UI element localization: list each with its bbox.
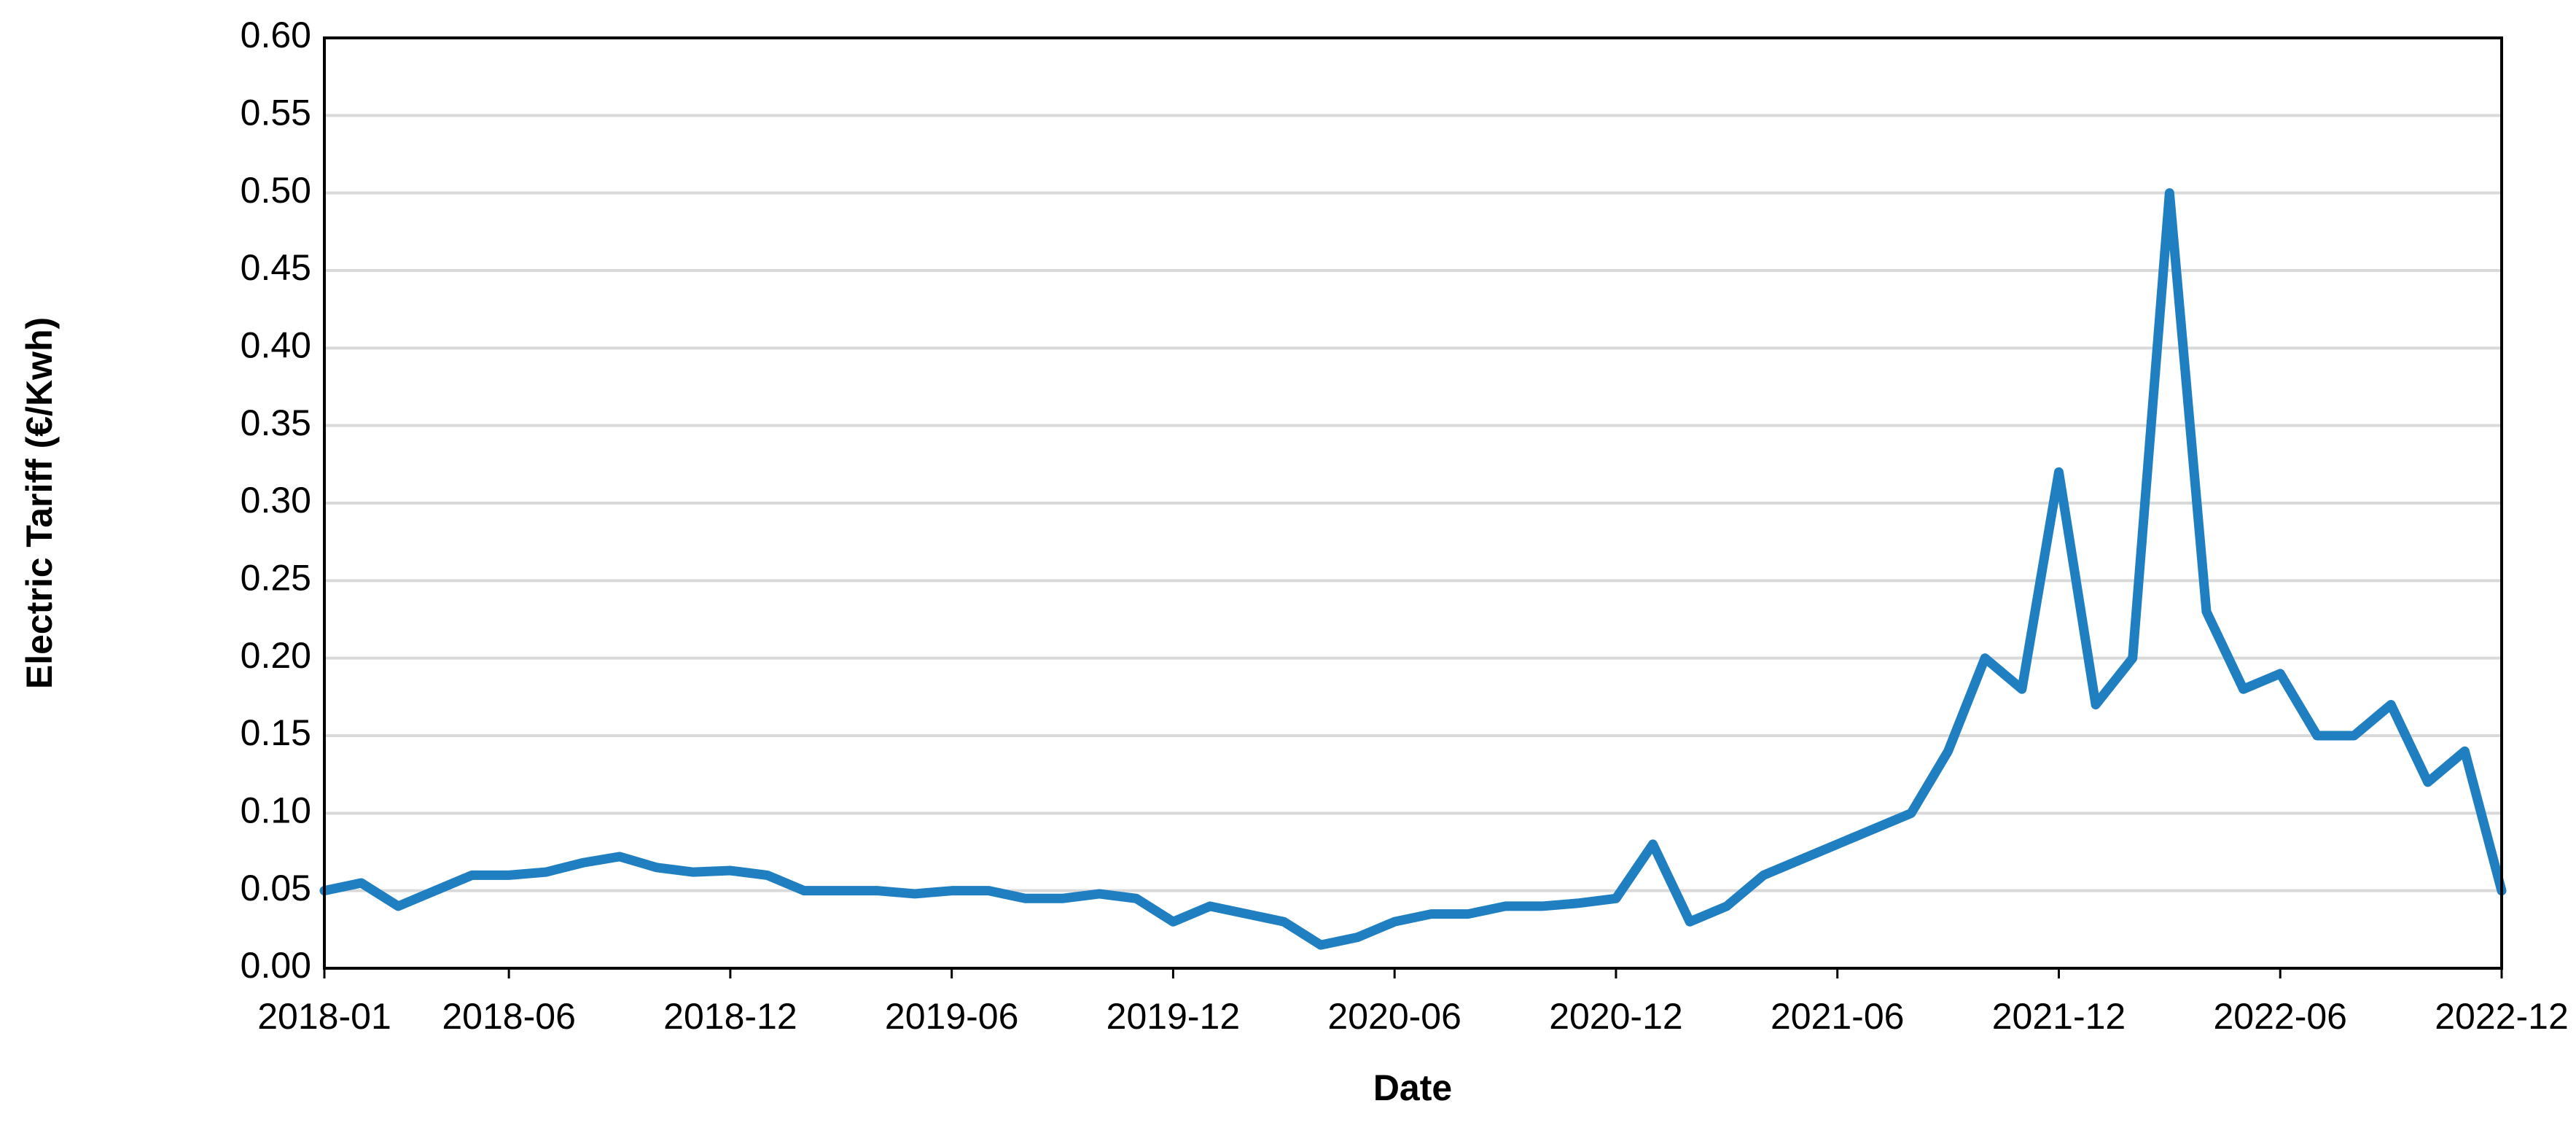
x-tick-label: 2021-06 (1771, 996, 1905, 1037)
y-tick-label: 0.10 (241, 790, 311, 831)
x-tick-label: 2020-06 (1327, 996, 1461, 1037)
x-tick-label: 2018-01 (257, 996, 391, 1037)
x-tick-label: 2019-12 (1106, 996, 1241, 1037)
x-axis-label: Date (1373, 1067, 1452, 1108)
x-tick-label: 2022-06 (2213, 996, 2347, 1037)
y-axis-label: Electric Tariff (€/Kwh) (19, 317, 60, 689)
y-tick-label: 0.30 (241, 480, 311, 521)
y-tick-label: 0.25 (241, 558, 311, 599)
x-tick-label: 2020-12 (1549, 996, 1683, 1037)
y-tick-label: 0.35 (241, 402, 311, 443)
plot-frame (323, 36, 2503, 970)
y-tick-label: 0.00 (241, 945, 311, 986)
y-tick-label: 0.55 (241, 93, 311, 133)
y-tick-label: 0.40 (241, 325, 311, 366)
x-tick-label: 2018-12 (663, 996, 797, 1037)
y-tick-label: 0.20 (241, 635, 311, 676)
x-tick-label: 2022-12 (2435, 996, 2569, 1037)
y-tick-label: 0.45 (241, 247, 311, 288)
data-line (319, 188, 2507, 950)
x-tick-label: 2021-12 (1992, 996, 2126, 1037)
y-tick-label: 0.15 (241, 712, 311, 753)
y-tick-label: 0.60 (241, 15, 311, 55)
x-tick-label: 2019-06 (885, 996, 1019, 1037)
x-tick-label: 2018-06 (442, 996, 576, 1037)
y-tick-label: 0.05 (241, 868, 311, 908)
y-tick-label: 0.50 (241, 170, 311, 211)
